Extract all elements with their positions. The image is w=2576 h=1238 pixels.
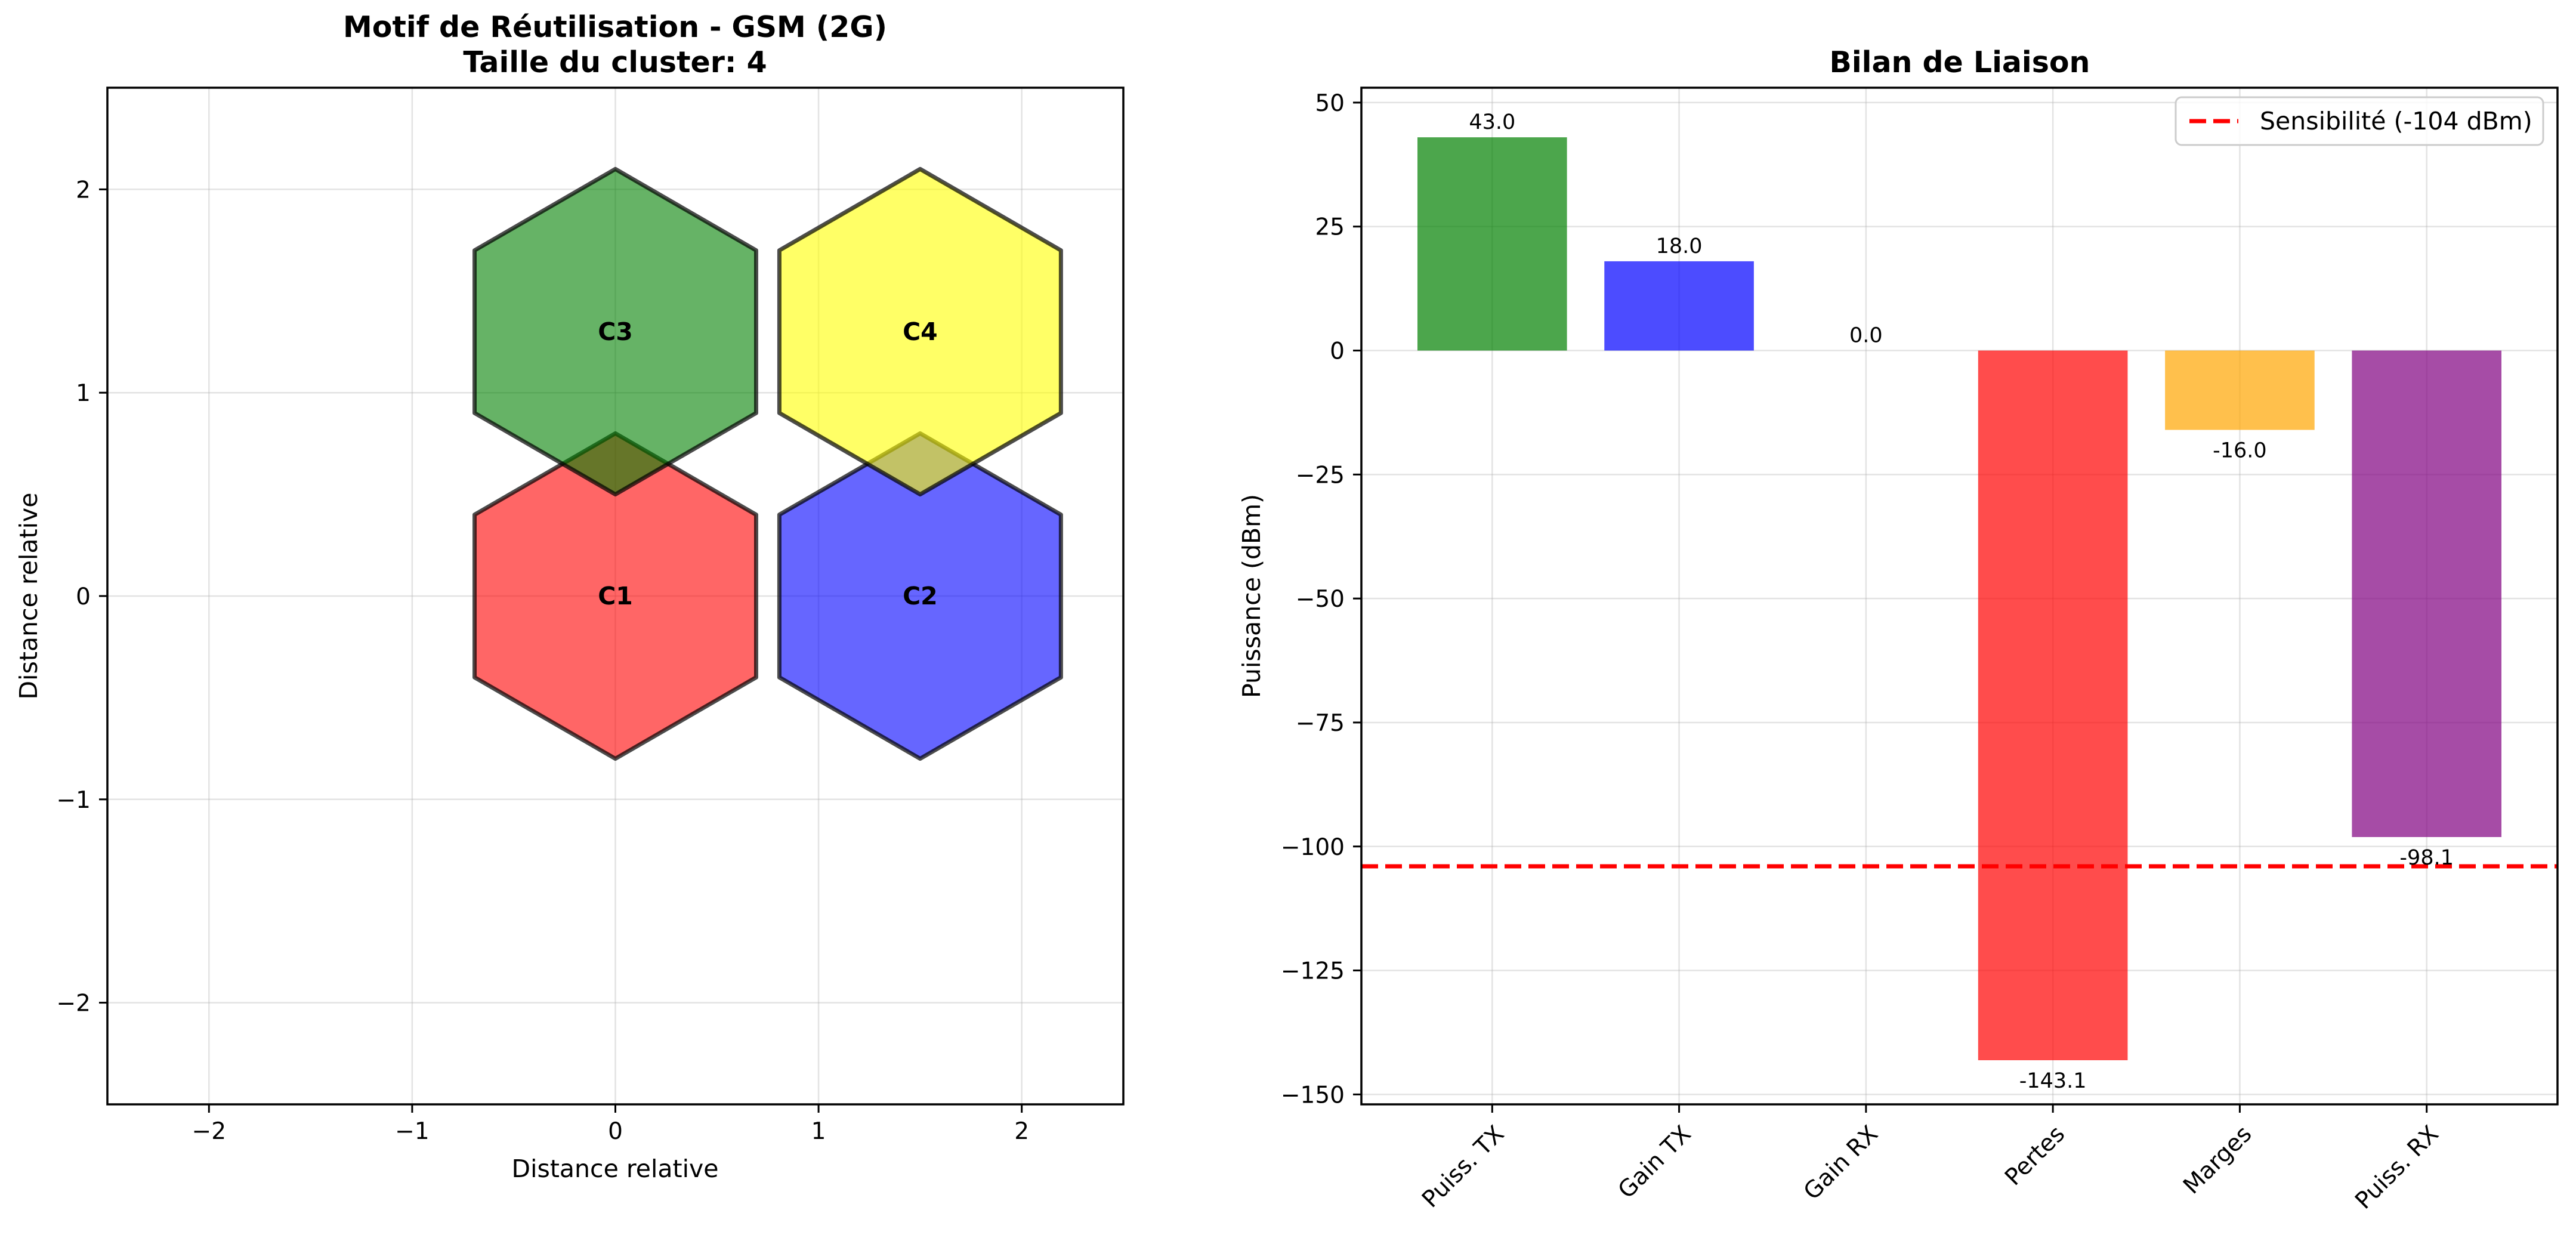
bar-value-label: -16.0 xyxy=(2213,439,2267,463)
reuse-x-tick-label: −2 xyxy=(192,1118,227,1145)
reuse-title-line2: Taille du cluster: 4 xyxy=(463,45,767,79)
cell-label-c1: C1 xyxy=(598,582,633,610)
bar-value-label: 43.0 xyxy=(1469,110,1515,134)
link-budget-x-tick-label: Marges xyxy=(2178,1120,2257,1199)
reuse-x-tick-label: 0 xyxy=(608,1118,623,1145)
reuse-pattern-panel: Motif de Réutilisation - GSM (2G) Taille… xyxy=(14,10,1125,1183)
link-budget-title: Bilan de Liaison xyxy=(1830,45,2090,79)
link-budget-y-tick-label: −50 xyxy=(1296,586,1345,613)
cell-hexagon-c3 xyxy=(472,166,758,497)
reuse-x-tick-label: −1 xyxy=(395,1118,430,1145)
link-budget-x-tick-label: Puiss. RX xyxy=(2350,1120,2444,1214)
link-budget-x-ticks: Puiss. TX Gain TX Gain RX Pertes Marges Puiss… xyxy=(1417,1104,2444,1215)
bar-value-label: -98.1 xyxy=(2399,846,2454,870)
link-budget-x-tick-label: Gain RX xyxy=(1799,1120,1883,1205)
link-budget-bars xyxy=(1417,137,2502,1061)
reuse-y-axis-label: Distance relative xyxy=(14,493,43,700)
cell-label-c2: C2 xyxy=(903,582,938,610)
link-budget-panel: Bilan de Liaison 43.0 18.0 0.0 -143.1 -16.0 -… xyxy=(1237,45,2559,1215)
cell-hexagon-c2 xyxy=(777,431,1063,761)
link-budget-x-tick-label: Pertes xyxy=(2000,1120,2070,1191)
bar-marges xyxy=(2165,350,2315,430)
cell-hexagon-c4 xyxy=(777,166,1063,497)
reuse-y-tick-label: 2 xyxy=(76,177,91,203)
link-budget-y-tick-label: −100 xyxy=(1281,834,1345,861)
link-budget-axes-frame xyxy=(1360,87,2559,1106)
link-budget-y-tick-label: 25 xyxy=(1315,214,1345,241)
reuse-y-tick-label: −1 xyxy=(57,787,91,814)
cell-label-c4: C4 xyxy=(903,317,938,346)
reuse-y-tick-label: 0 xyxy=(76,584,91,610)
reuse-y-tick-label: 1 xyxy=(76,380,91,407)
reuse-x-tick-label: 1 xyxy=(811,1118,826,1145)
bar-puiss-tx xyxy=(1417,137,1567,351)
reuse-cells: C1 C2 C3 C4 xyxy=(472,166,1063,761)
legend-frame xyxy=(2175,96,2544,146)
bar-value-label: -143.1 xyxy=(2019,1069,2087,1093)
link-budget-y-tick-label: −25 xyxy=(1296,462,1345,489)
bar-puiss-rx xyxy=(2352,350,2502,837)
bar-pertes xyxy=(1978,350,2128,1061)
bar-gain-tx xyxy=(1604,261,1754,351)
legend-sensitivity-label: Sensibilité (-104 dBm) xyxy=(2260,107,2532,135)
link-budget-y-tick-label: 0 xyxy=(1330,338,1345,365)
legend: Sensibilité (-104 dBm) xyxy=(2175,96,2544,146)
reuse-y-tick-label: −2 xyxy=(57,990,91,1017)
link-budget-y-tick-label: −125 xyxy=(1281,958,1345,985)
reuse-y-ticks: −2 −1 0 1 2 xyxy=(57,177,107,1017)
link-budget-y-ticks: 50 25 0 −25 −50 −75 −100 −125 −150 xyxy=(1281,90,1361,1109)
cell-label-c3: C3 xyxy=(598,317,633,346)
bar-value-label: 0.0 xyxy=(1849,324,1883,348)
link-budget-value-labels: 43.0 18.0 0.0 -143.1 -16.0 -98.1 xyxy=(1469,110,2454,1093)
cell-hexagon-c1 xyxy=(472,431,758,761)
link-budget-y-axis-label: Puissance (dBm) xyxy=(1237,494,1266,698)
link-budget-y-tick-label: −150 xyxy=(1281,1082,1345,1109)
link-budget-x-tick-label: Puiss. TX xyxy=(1417,1120,1509,1213)
link-budget-y-tick-label: −75 xyxy=(1296,710,1345,737)
reuse-x-axis-label: Distance relative xyxy=(512,1154,719,1183)
reuse-title-line1: Motif de Réutilisation - GSM (2G) xyxy=(343,10,887,44)
bar-value-label: 18.0 xyxy=(1656,234,1703,258)
link-budget-y-tick-label: 50 xyxy=(1315,90,1345,117)
reuse-x-ticks: −2 −1 0 1 2 xyxy=(192,1104,1029,1145)
reuse-x-tick-label: 2 xyxy=(1014,1118,1029,1145)
link-budget-x-tick-label: Gain TX xyxy=(1613,1120,1697,1204)
